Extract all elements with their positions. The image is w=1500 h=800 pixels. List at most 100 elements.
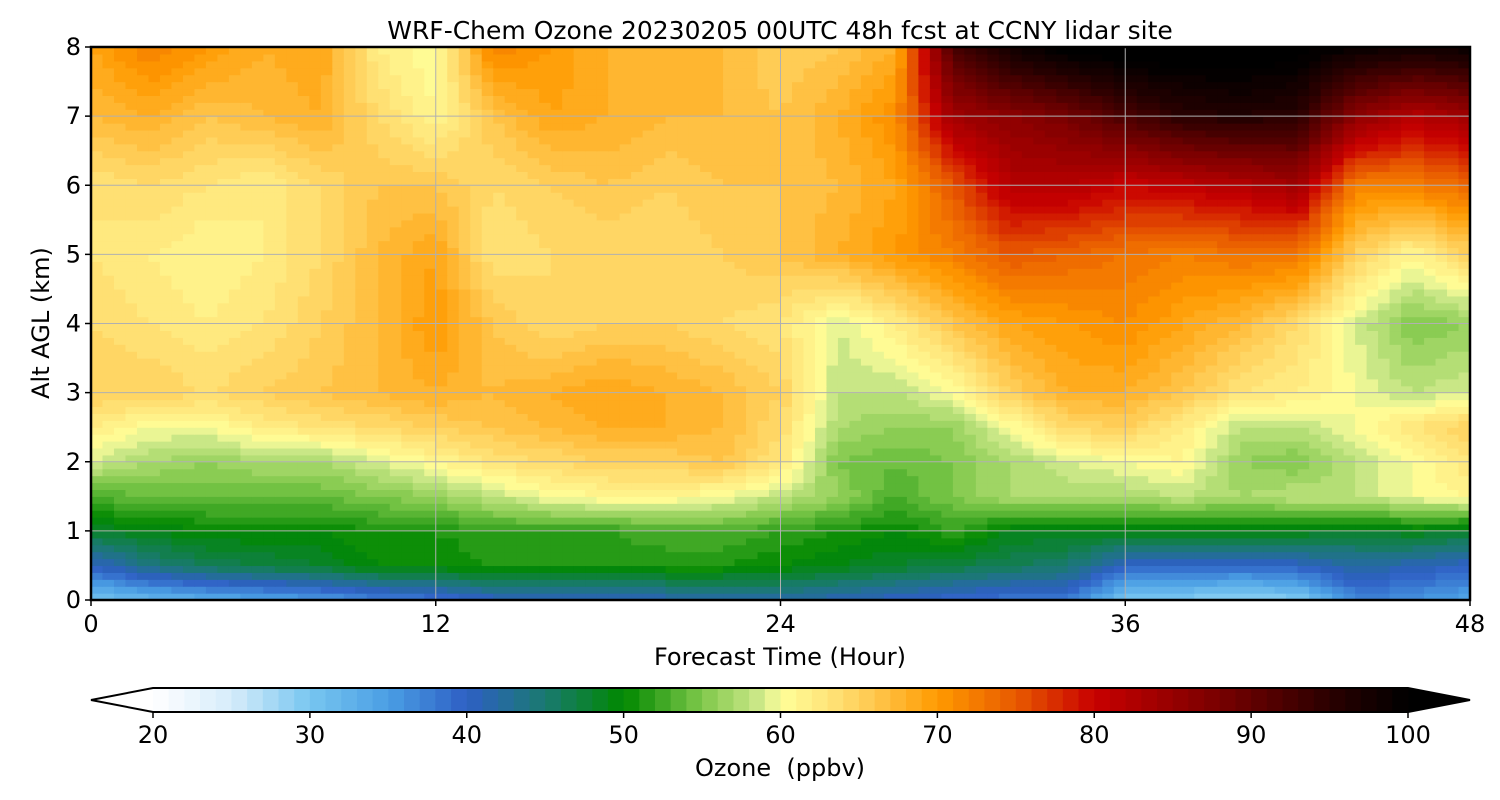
heatmap-cell: [1113, 482, 1126, 490]
heatmap-cell: [1378, 523, 1391, 532]
heatmap-cell: [458, 406, 471, 414]
heatmap-cell: [355, 378, 368, 387]
heatmap-cell: [1159, 537, 1172, 546]
heatmap-cell: [182, 316, 196, 325]
heatmap-cell: [562, 392, 575, 401]
heatmap-cell: [205, 489, 219, 497]
heatmap-cell: [1378, 330, 1391, 338]
heatmap-cell: [1412, 447, 1425, 456]
heatmap-cell: [860, 544, 874, 553]
heatmap-cell: [412, 420, 425, 428]
heatmap-cell: [194, 510, 207, 518]
heatmap-cell: [1401, 344, 1414, 352]
heatmap-cell: [837, 496, 851, 504]
heatmap-cell: [677, 593, 690, 600]
heatmap-cell: [274, 441, 287, 449]
heatmap-cell: [723, 510, 736, 518]
heatmap-cell: [1366, 593, 1379, 600]
heatmap-cell: [688, 309, 701, 318]
heatmap-cell: [860, 434, 874, 442]
heatmap-cell: [171, 309, 184, 318]
heatmap-cell: [366, 316, 379, 325]
heatmap-cell: [171, 537, 184, 546]
heatmap-cell: [148, 427, 161, 435]
heatmap-cell: [906, 392, 919, 401]
heatmap-cell: [677, 579, 690, 587]
heatmap-cell: [1240, 475, 1253, 484]
heatmap-cell: [1171, 558, 1184, 567]
heatmap-cell: [826, 496, 839, 504]
heatmap-cell: [136, 378, 150, 387]
heatmap-cell: [585, 385, 598, 394]
heatmap-cell: [125, 572, 138, 580]
heatmap-cell: [1056, 316, 1069, 325]
heatmap-cell: [746, 406, 759, 414]
heatmap-cell: [757, 530, 770, 539]
heatmap-cell: [424, 413, 437, 421]
heatmap-cell: [585, 344, 598, 352]
heatmap-cell: [148, 544, 161, 553]
heatmap-cell: [1136, 378, 1149, 387]
heatmap-cell: [964, 399, 977, 408]
heatmap-cell: [355, 523, 368, 532]
heatmap-cell: [780, 392, 793, 401]
heatmap-cell: [1159, 323, 1172, 332]
heatmap-cell: [1240, 530, 1253, 539]
heatmap-cell: [286, 593, 299, 600]
heatmap-cell: [251, 378, 264, 387]
heatmap-cell: [171, 441, 184, 449]
heatmap-cell: [1067, 454, 1080, 463]
heatmap-cell: [998, 427, 1011, 435]
heatmap-cell: [1067, 530, 1080, 539]
heatmap-cell: [504, 413, 517, 421]
heatmap-cell: [309, 344, 322, 352]
heatmap-cell: [332, 337, 345, 345]
heatmap-cell: [539, 565, 552, 573]
heatmap-cell: [642, 351, 655, 359]
heatmap-cell: [700, 537, 713, 546]
heatmap-cell: [1217, 468, 1230, 477]
heatmap-cell: [228, 358, 241, 366]
heatmap-cell: [1251, 461, 1264, 470]
heatmap-cell: [803, 413, 816, 421]
heatmap-cell: [711, 544, 724, 553]
heatmap-cell: [573, 406, 586, 414]
heatmap-cell: [1021, 510, 1034, 518]
heatmap-cell: [1458, 392, 1470, 401]
heatmap-cell: [837, 364, 851, 373]
heatmap-cell: [91, 330, 104, 338]
heatmap-cell: [1309, 364, 1322, 373]
heatmap-cell: [654, 323, 667, 332]
heatmap-cell: [1194, 593, 1207, 600]
heatmap-cell: [458, 371, 471, 380]
heatmap-cell: [619, 558, 632, 567]
heatmap-cell: [1136, 392, 1149, 401]
heatmap-cell: [780, 344, 793, 352]
heatmap-cell: [929, 565, 942, 573]
heatmap-cell: [447, 406, 460, 414]
heatmap-cell: [1228, 551, 1241, 560]
heatmap-cell: [366, 558, 379, 567]
heatmap-cell: [205, 468, 219, 477]
heatmap-cell: [1378, 565, 1391, 573]
heatmap-cell: [803, 406, 816, 414]
heatmap-cell: [975, 565, 988, 573]
heatmap-cell: [458, 503, 471, 511]
heatmap-cell: [1136, 503, 1149, 511]
heatmap-cell: [1113, 371, 1126, 380]
heatmap-cell: [1251, 523, 1264, 532]
heatmap-cell: [1067, 406, 1080, 414]
heatmap-cell: [389, 523, 402, 532]
heatmap-cell: [470, 572, 483, 580]
heatmap-cell: [734, 468, 747, 477]
heatmap-cell: [814, 544, 828, 553]
heatmap-cell: [1320, 565, 1333, 573]
heatmap-cell: [780, 482, 793, 490]
heatmap-cell: [1309, 330, 1322, 338]
heatmap-cell: [1343, 530, 1356, 539]
heatmap-cell: [883, 461, 897, 470]
heatmap-cell: [596, 309, 609, 318]
heatmap-cell: [1067, 344, 1080, 352]
heatmap-cell: [458, 551, 471, 560]
heatmap-cell: [837, 482, 851, 490]
